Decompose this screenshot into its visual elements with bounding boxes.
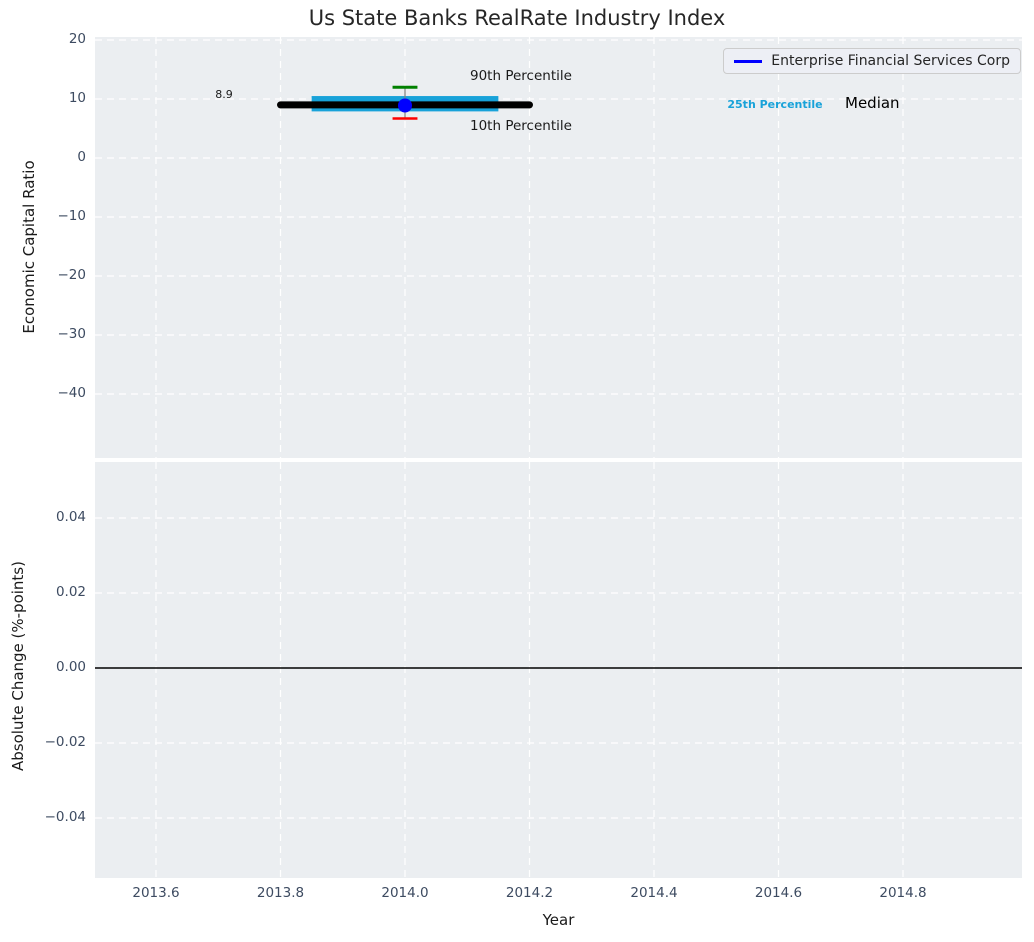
y-tick-label: 20 <box>68 31 86 47</box>
legend: Enterprise Financial Services Corp <box>723 48 1021 74</box>
x-tick-label: 2014.4 <box>630 885 678 901</box>
x-axis-label: Year <box>542 911 575 929</box>
x-tick-label: 2014.0 <box>381 885 429 901</box>
bottom-plot-area <box>95 462 1022 878</box>
x-tick-label: 2014.2 <box>505 885 554 901</box>
x-tick-label: 2014.6 <box>754 885 803 901</box>
y-tick-label: −40 <box>57 385 87 401</box>
p90-annotation: 90th Percentile <box>470 68 572 84</box>
top-y-axis-label: Economic Capital Ratio <box>20 160 38 334</box>
x-tick-label: 2013.6 <box>132 885 180 901</box>
x-tick-label: 2014.8 <box>879 885 927 901</box>
y-tick-label: 0.04 <box>55 509 86 525</box>
top-plot-area <box>95 37 1022 458</box>
median-annotation: Median <box>845 94 900 112</box>
company-point <box>398 98 412 113</box>
chart-title: Us State Banks RealRate Industry Index <box>308 6 726 30</box>
plot-canvas <box>95 462 1022 878</box>
company-value-annotation: 8.9 <box>215 88 233 101</box>
y-tick-label: 0.02 <box>55 584 86 600</box>
y-tick-label: 10 <box>68 90 86 106</box>
y-tick-label: −0.04 <box>44 809 86 825</box>
y-tick-label: −10 <box>57 208 87 224</box>
p25-annotation: 25th Percentile <box>727 98 823 111</box>
legend-series-label: Enterprise Financial Services Corp <box>771 53 1010 69</box>
y-tick-label: −30 <box>57 326 87 342</box>
y-tick-label: 0.00 <box>55 659 86 675</box>
legend-line-icon <box>734 59 763 63</box>
x-tick-label: 2013.8 <box>256 885 305 901</box>
p10-annotation: 10th Percentile <box>470 118 572 134</box>
plot-canvas <box>95 37 1022 458</box>
y-tick-label: 0 <box>77 149 86 165</box>
y-tick-label: −0.02 <box>44 734 86 750</box>
y-tick-label: −20 <box>57 267 87 283</box>
